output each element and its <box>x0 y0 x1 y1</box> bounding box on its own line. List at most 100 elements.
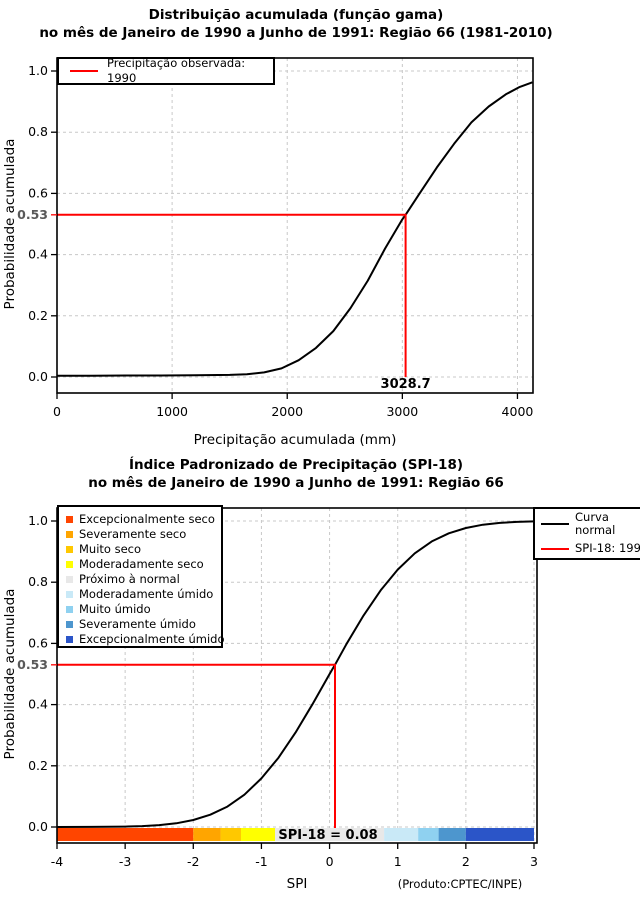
highlight-x-label: 3028.7 <box>381 377 431 392</box>
gamma-cdf-plot: 0 1000 2000 3000 40000.00.20.40.60.81.00.53P… <box>2 57 534 448</box>
y-tick-label: 0.4 <box>28 697 48 712</box>
product-credit: (Produto:CPTEC/INPE) <box>398 877 523 891</box>
spi-value-label: SPI-18 = 0.08 <box>278 828 377 843</box>
category-label: Moderadamente seco <box>79 557 204 571</box>
x-axis-title: SPI <box>287 876 308 892</box>
category-swatch <box>66 576 73 583</box>
legend-item-excepcionalmente-seco: Excepcionalmente seco <box>66 512 221 527</box>
category-label: Muito úmido <box>79 602 151 616</box>
x-tick-label: 1 <box>394 854 402 869</box>
x-tick-label: 2 <box>462 854 470 869</box>
y-tick-label: 1.0 <box>28 63 48 78</box>
red-line-sample <box>541 547 569 550</box>
gridlines <box>56 58 533 393</box>
chart2-title: Índice Padronizado de Precipitação (SPI-… <box>0 456 592 492</box>
x-axis-title: Precipitação acumulada (mm) <box>194 432 397 448</box>
color-bar-segment <box>438 828 466 841</box>
axis-tick-labels: 0 1000 2000 3000 4000 0.0 0.2 0.4 0.6 0.8 1.0 0.53 <box>17 63 533 419</box>
curva-label-line1: Curva <box>575 510 609 524</box>
chart1-title-line2: no mês de Janeiro de 1990 a Junho de 199… <box>39 25 553 41</box>
y-tick-label: 0.0 <box>28 819 48 834</box>
x-tick-label: 2000 <box>271 404 303 419</box>
x-tick-label: 3000 <box>386 404 418 419</box>
legend-item-muito-seco: Muito seco <box>66 542 221 557</box>
y-tick-label: 0.0 <box>28 369 48 384</box>
highlight-y-label: 0.53 <box>17 207 48 222</box>
axis-tick-labels: -4 -3 -2 -1 0 1 2 3 0.0 0.2 0.4 0.6 0.8 1.0 0.53 <box>17 513 538 869</box>
normal-cdf-curve <box>56 520 535 828</box>
chart1-title: Distribuição acumulada (função gama) no … <box>0 6 592 42</box>
y-tick-label: 0.2 <box>28 308 48 323</box>
category-label: Severamente seco <box>79 527 187 541</box>
color-bar-segment <box>465 828 534 841</box>
category-swatch <box>66 561 73 568</box>
chart1-legend: Precipitação observada: 1990 <box>57 56 275 85</box>
plot-border <box>56 57 534 394</box>
red-line-sample <box>70 70 98 72</box>
y-tick-label: 0.6 <box>28 185 48 200</box>
x-tick-label: -2 <box>187 854 199 869</box>
color-bar-segment <box>275 828 385 841</box>
category-label: Excepcionalmente úmido <box>79 632 225 646</box>
highlight-crosshair <box>57 663 336 828</box>
highlight-y-label: 0.53 <box>17 657 48 672</box>
category-swatch <box>66 606 73 613</box>
chart2-title-line1: Índice Padronizado de Precipitação (SPI-… <box>128 457 464 473</box>
legend-item-curva-normal: Curva normal <box>541 511 640 537</box>
color-bar-segment <box>57 828 194 841</box>
gamma-cdf-curve <box>57 81 533 377</box>
spi-categories-legend: Excepcionalmente seco Severamente seco Mui… <box>57 505 225 648</box>
highlight-crosshair <box>57 213 407 377</box>
axis-ticks <box>51 520 535 849</box>
legend-item-muito-mido: Muito úmido <box>66 602 221 617</box>
y-tick-label: 0.4 <box>28 247 48 262</box>
y-axis-title: Probabilidade acumulada <box>2 589 18 760</box>
color-bar-segment <box>220 828 241 841</box>
chart2-lines-legend: Curva normal SPI-18: 1990 <box>533 507 640 560</box>
category-label: Próximo à normal <box>79 572 180 586</box>
x-tick-label: 0 <box>326 854 334 869</box>
curva-label-line2: normal <box>575 523 616 537</box>
y-tick-label: 0.2 <box>28 758 48 773</box>
category-swatch <box>66 531 73 538</box>
spi-cdf-panel: Índice Padronizado de Precipitação (SPI-… <box>0 450 640 900</box>
category-label: Muito seco <box>79 542 142 556</box>
color-bar-segment <box>384 828 419 841</box>
plot-border <box>56 507 538 844</box>
spi-color-bar <box>57 828 534 841</box>
category-swatch <box>66 636 73 643</box>
category-swatch <box>66 621 73 628</box>
category-label: Excepcionalmente seco <box>79 512 215 526</box>
chart1-title-line1: Distribuição acumulada (função gama) <box>148 7 444 23</box>
x-tick-label: -4 <box>51 854 64 869</box>
y-tick-label: 0.8 <box>28 124 48 139</box>
x-tick-label: 1000 <box>156 404 188 419</box>
category-swatch <box>66 516 73 523</box>
legend-item-spi18-1990: SPI-18: 1990 <box>541 541 640 556</box>
x-tick-label: -3 <box>119 854 131 869</box>
legend-item-pr-ximo-normal: Próximo à normal <box>66 572 221 587</box>
y-tick-label: 1.0 <box>28 513 48 528</box>
legend-item-moderadamente-mido: Moderadamente úmido <box>66 587 221 602</box>
category-label: Moderadamente úmido <box>79 587 214 601</box>
x-tick-label: 4000 <box>502 404 534 419</box>
black-line-sample <box>541 523 569 525</box>
x-tick-label: 0 <box>53 404 61 419</box>
x-tick-label: 3 <box>530 854 538 869</box>
spi18-1990-label: SPI-18: 1990 <box>575 541 640 555</box>
y-axis-title: Probabilidade acumulada <box>2 139 18 310</box>
legend-item-moderadamente-seco: Moderadamente seco <box>66 557 221 572</box>
category-label: Severamente úmido <box>79 617 196 631</box>
y-tick-label: 0.6 <box>28 635 48 650</box>
color-bar-segment <box>240 828 276 841</box>
category-swatch <box>66 546 73 553</box>
legend-item-severamente-seco: Severamente seco <box>66 527 221 542</box>
gamma-cdf-panel: Distribuição acumulada (função gama) no … <box>0 6 592 448</box>
chart2-title-line2: no mês de Janeiro de 1990 a Junho de 199… <box>88 475 504 491</box>
legend-item-severamente-mido: Severamente úmido <box>66 617 221 632</box>
legend-item-excepcionalmente-mido: Excepcionalmente úmido <box>66 632 225 647</box>
color-bar-segment <box>418 828 439 841</box>
category-swatch <box>66 591 73 598</box>
color-bar-segment <box>193 828 221 841</box>
axis-ticks <box>51 70 519 399</box>
